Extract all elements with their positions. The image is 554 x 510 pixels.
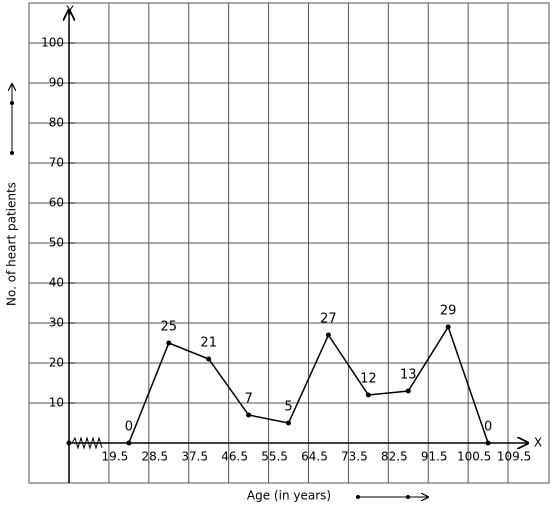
y-tick-label: 60 <box>49 196 64 210</box>
data-label: 25 <box>161 320 178 335</box>
x-tick-label: 109.5 <box>497 450 531 464</box>
axis-break <box>71 436 103 450</box>
x-tick-label: 82.5 <box>381 450 408 464</box>
x-tick-label: 28.5 <box>141 450 168 464</box>
data-point <box>206 356 212 362</box>
y-tick-label: 70 <box>49 156 64 170</box>
data-label: 5 <box>284 400 292 415</box>
data-point <box>166 340 172 346</box>
y-axis-symbol: Y <box>65 4 74 18</box>
y-tick-label: 20 <box>49 356 64 370</box>
data-label: 0 <box>484 420 492 435</box>
x-tick-label: 46.5 <box>221 450 248 464</box>
data-label: 0 <box>125 420 133 435</box>
x-tick-label: 64.5 <box>301 450 328 464</box>
x-tick-label: 91.5 <box>421 450 448 464</box>
y-tick-label: 80 <box>49 116 64 130</box>
x-axis-label: Age (in years) <box>247 489 331 503</box>
x-tick-label: 100.5 <box>457 450 491 464</box>
data-point <box>286 420 292 426</box>
arrow-dot <box>10 101 14 105</box>
data-point <box>485 440 491 446</box>
y-tick-label: 30 <box>49 316 64 330</box>
data-point <box>405 388 411 394</box>
x-tick-label: 73.5 <box>341 450 368 464</box>
arrow-dot <box>10 151 14 155</box>
data-point <box>365 392 371 398</box>
x-axis-symbol: X <box>534 436 542 450</box>
arrow-dot <box>406 495 410 499</box>
y-tick-label: 10 <box>49 396 64 410</box>
data-label: 7 <box>244 392 252 407</box>
y-tick-label: 50 <box>49 236 64 250</box>
origin-dot <box>66 440 72 446</box>
data-label: 27 <box>320 312 337 327</box>
data-point <box>445 324 451 330</box>
y-tick-label: 90 <box>49 76 64 90</box>
data-point <box>246 412 252 418</box>
data-point <box>325 332 331 338</box>
data-line <box>128 325 489 444</box>
data-label: 29 <box>440 304 457 319</box>
x-tick-label: 19.5 <box>102 450 129 464</box>
arrow-dot <box>356 495 360 499</box>
data-point <box>126 440 132 446</box>
x-tick-label: 55.5 <box>261 450 288 464</box>
data-label: 13 <box>400 368 417 383</box>
x-tick-label: 37.5 <box>181 450 208 464</box>
y-tick-label: 100 <box>41 36 64 50</box>
data-label: 12 <box>360 372 377 387</box>
data-label: 21 <box>200 336 217 351</box>
y-tick-label: 40 <box>49 276 64 290</box>
y-axis-label: No. of heart patients <box>5 182 19 306</box>
